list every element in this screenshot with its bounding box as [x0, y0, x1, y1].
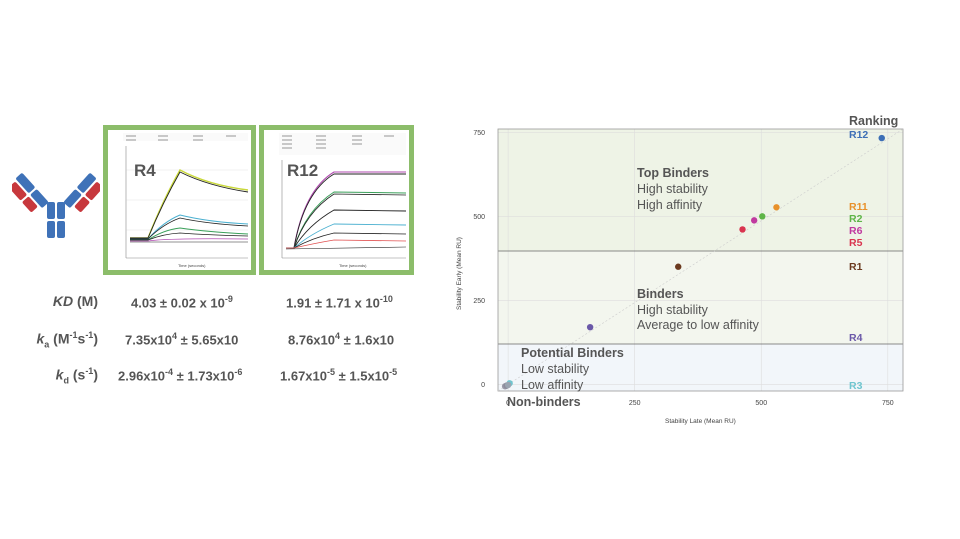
zone-potential-title: Potential Binders — [521, 346, 624, 360]
svg-text:Time (seconds): Time (seconds) — [178, 263, 206, 268]
panel-label-r4: R4 — [134, 161, 156, 180]
kdiss-r4-a-exp: -4 — [165, 367, 174, 377]
kdiss-label: kd (s-1) — [0, 366, 98, 385]
kd-r12-exp: -10 — [379, 294, 393, 304]
kd-label: KD (M) — [0, 293, 98, 309]
ranking-title: Ranking — [849, 114, 899, 128]
kd-unit: (M) — [73, 293, 98, 309]
kd-r4-base: 4.03 ± 0.02 x 10 — [131, 295, 225, 311]
ka-r4-b: ± 5.65x10 — [177, 332, 239, 348]
x-tick-label: 0 — [506, 400, 510, 407]
kdiss-r4-b: ± 1.73x10 — [173, 368, 235, 384]
ka-unit-exp1: -1 — [69, 330, 78, 340]
antibody-icon — [12, 173, 100, 238]
x-tick-label: 250 — [629, 400, 641, 407]
y-tick-label: 0 — [481, 382, 485, 389]
ka-unit-b: s — [77, 330, 86, 347]
kd-symbol: KD — [52, 293, 74, 309]
zone-binders-title: Binders — [637, 287, 684, 301]
ka-r4-a-exp: 4 — [172, 331, 178, 341]
ka-unit-a: (M — [49, 330, 70, 347]
ranking-item-r12: R12 — [849, 129, 869, 141]
kdiss-r12-b-exp: -5 — [389, 367, 398, 377]
y-tick-label: 750 — [473, 130, 485, 137]
point-nonbinder — [504, 381, 512, 389]
panel-label-r12: R12 — [287, 161, 319, 180]
kd-r12-base: 1.91 ± 1.71 x 10 — [286, 295, 380, 311]
kdiss-r12-a-exp: -5 — [327, 367, 336, 377]
kdiss-r12-a: 1.67x10 — [280, 368, 327, 384]
ka-r12-b: ± 1.6x10 — [340, 332, 395, 348]
zone-binders-line1: High stability — [637, 303, 708, 317]
kd-r4-exp: -9 — [224, 294, 233, 304]
ranking-item-r6: R6 — [849, 225, 863, 237]
zone-binders-bg — [498, 251, 903, 344]
kdiss-r12-value: 1.67x10-5 ± 1.5x10-5 — [280, 367, 397, 383]
ranking-item-r4: R4 — [849, 332, 863, 344]
point-r5 — [739, 226, 746, 233]
kdiss-r4-value: 2.96x10-4 ± 1.73x10-6 — [118, 367, 242, 383]
ka-unit-exp2: -1 — [85, 330, 94, 340]
ranking-item-r3: R3 — [849, 380, 863, 392]
kd-r4-value: 4.03 ± 0.02 x 10-9 — [131, 294, 233, 310]
ka-unit-end: ) — [93, 330, 98, 347]
ranking-item-r5: R5 — [849, 237, 863, 249]
kdiss-unit-end: ) — [93, 366, 98, 383]
ranking-item-r2: R2 — [849, 213, 863, 225]
kd-r12-value: 1.91 ± 1.71 x 10-10 — [286, 294, 393, 310]
zone-top-title: Top Binders — [637, 166, 709, 180]
ka-label: ka (M-1s-1) — [0, 330, 98, 349]
zone-top-line2: High affinity — [637, 198, 703, 212]
kdiss-unit: (s — [68, 366, 86, 383]
y-tick-label: 250 — [473, 298, 485, 305]
ka-r4-value: 7.35x104 ± 5.65x10 — [125, 331, 238, 347]
zone-top-binders-bg — [498, 129, 903, 251]
point-r6 — [750, 217, 758, 224]
diagonal-reference-line — [497, 128, 904, 392]
y-axis-label: Stability Early (Mean RU) — [456, 237, 463, 310]
ranking-item-r1: R1 — [849, 261, 863, 273]
x-tick-label: 750 — [882, 400, 894, 407]
stability-scatter-chart: 0 250 500 750 0 250 500 750 Stability Late (Mea… — [456, 128, 904, 425]
ka-r12-a: 8.76x10 — [288, 332, 335, 348]
y-tick-label: 500 — [473, 214, 485, 221]
zone-potential-line2: Low affinity — [521, 378, 584, 392]
ka-r4-a: 7.35x10 — [125, 332, 172, 348]
ka-symbol: k — [36, 330, 45, 347]
sensorgram-panel-r12: Time (seconds) R12 — [259, 125, 414, 275]
ranking-item-r11: R11 — [849, 201, 868, 213]
zone-binders-line2: Average to low affinity — [637, 318, 759, 332]
point-r11 — [773, 204, 780, 211]
kdiss-sub: d — [63, 375, 69, 386]
ka-r12-value: 8.76x104 ± 1.6x10 — [288, 331, 394, 347]
kdiss-r4-a: 2.96x10 — [118, 368, 165, 384]
plot-frame — [497, 128, 904, 392]
kdiss-r12-b: ± 1.5x10 — [335, 368, 390, 384]
sensorgram-r12-plot: Time (seconds) — [279, 133, 407, 268]
zone-potential-bg — [498, 344, 903, 391]
zone-potential-line1: Low stability — [521, 362, 590, 376]
x-axis-label: Stability Late (Mean RU) — [665, 418, 736, 425]
point-r12 — [878, 134, 885, 142]
ka-r12-a-exp: 4 — [335, 331, 341, 341]
zone-non-title: Non-binders — [507, 395, 581, 409]
sensorgram-r4-plot: Time (seconds) — [123, 133, 249, 268]
sensorgram-panel-r4: Time (seconds) R4 — [103, 125, 256, 275]
svg-text:Time (seconds): Time (seconds) — [339, 263, 367, 268]
kdiss-symbol: k — [55, 366, 64, 383]
ka-sub: a — [44, 339, 50, 350]
point-r1 — [675, 263, 682, 270]
x-tick-label: 500 — [755, 400, 767, 407]
point-r4 — [586, 323, 594, 331]
kdiss-unit-exp: -1 — [85, 366, 94, 376]
grid — [498, 129, 903, 391]
kdiss-r4-b-exp: -6 — [234, 367, 243, 377]
point-r2 — [759, 213, 766, 220]
zone-top-line1: High stability — [637, 182, 708, 196]
